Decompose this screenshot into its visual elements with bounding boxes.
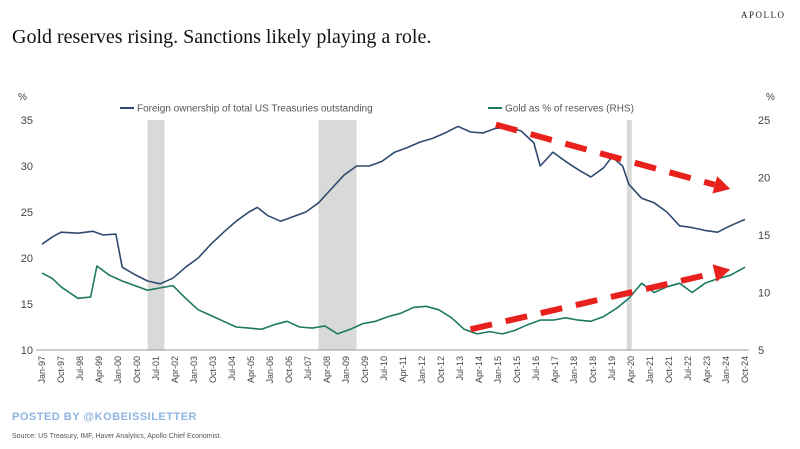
recession-band xyxy=(318,120,357,350)
x-tick-label: Jan-09 xyxy=(341,356,351,384)
x-tick-label: Oct-06 xyxy=(284,356,294,383)
x-tick-label: Oct-21 xyxy=(664,356,674,383)
x-tick-label: Jul-07 xyxy=(303,356,313,381)
x-tick-label: Oct-03 xyxy=(208,356,218,383)
brand-logo: APOLLO xyxy=(741,10,786,20)
y-right-tick-label: 15 xyxy=(758,230,770,242)
x-tick-label: Apr-08 xyxy=(322,356,332,383)
y-right-tick-label: 20 xyxy=(758,173,770,185)
x-tick-label: Jan-97 xyxy=(37,356,47,384)
x-tick-label: Apr-99 xyxy=(94,356,104,383)
y-left-tick-label: 25 xyxy=(21,207,33,219)
x-tick-label: Jul-98 xyxy=(75,356,85,381)
x-tick-label: Apr-05 xyxy=(246,356,256,383)
y-left-tick-label: 15 xyxy=(21,299,33,311)
recession-band xyxy=(147,120,165,350)
x-tick-label: Jul-16 xyxy=(531,356,541,381)
foreign-ownership-line xyxy=(41,125,746,285)
x-tick-label: Oct-15 xyxy=(512,356,522,383)
left-unit-label: % xyxy=(18,92,27,103)
source-note: Source: US Treasury, IMF, Haver Analytic… xyxy=(12,433,222,440)
rise-arrowhead xyxy=(712,264,731,282)
x-tick-label: Oct-24 xyxy=(740,356,750,383)
x-tick-label: Oct-09 xyxy=(360,356,370,383)
x-tick-label: Apr-14 xyxy=(474,356,484,383)
x-tick-label: Jan-12 xyxy=(417,356,427,384)
rise-arrow xyxy=(469,270,716,333)
y-left-tick-label: 35 xyxy=(21,115,33,127)
x-tick-label: Oct-00 xyxy=(132,356,142,383)
x-tick-label: Apr-11 xyxy=(398,356,408,382)
y-right-tick-label: 25 xyxy=(758,115,770,127)
x-tick-label: Jul-13 xyxy=(455,356,465,381)
decline-arrowhead xyxy=(712,176,731,194)
x-tick-label: Jul-19 xyxy=(607,356,617,381)
decline-arrow xyxy=(495,121,716,188)
x-tick-label: Jan-00 xyxy=(113,356,123,384)
x-tick-label: Oct-97 xyxy=(56,356,66,383)
chart-title: Gold reserves rising. Sanctions likely p… xyxy=(12,26,432,48)
x-tick-label: Apr-02 xyxy=(170,356,180,383)
x-tick-label: Oct-18 xyxy=(588,356,598,383)
y-right-tick-label: 5 xyxy=(758,345,764,357)
x-tick-label: Jan-18 xyxy=(569,356,579,384)
x-tick-label: Jan-06 xyxy=(265,356,275,384)
x-tick-label: Jul-10 xyxy=(379,356,389,381)
x-tick-label: Oct-12 xyxy=(436,356,446,383)
x-tick-label: Jul-01 xyxy=(151,356,161,381)
x-tick-label: Apr-17 xyxy=(550,356,560,383)
x-tick-label: Jul-04 xyxy=(227,356,237,381)
x-tick-label: Jan-15 xyxy=(493,356,503,384)
y-left-tick-label: 20 xyxy=(21,253,33,265)
legend-label: Gold as % of reserves (RHS) xyxy=(505,104,634,115)
x-tick-label: Jul-22 xyxy=(683,356,693,381)
right-unit-label: % xyxy=(766,92,775,103)
legend-label: Foreign ownership of total US Treasuries… xyxy=(137,104,373,115)
y-left-tick-label: 30 xyxy=(21,161,33,173)
x-tick-label: Apr-23 xyxy=(702,356,712,383)
x-tick-label: Jan-21 xyxy=(645,356,655,384)
x-tick-label: Jan-03 xyxy=(189,356,199,384)
y-left-tick-label: 10 xyxy=(21,345,33,357)
recession-band xyxy=(626,120,632,350)
gold-reserves-line xyxy=(41,265,746,335)
x-tick-label: Jan-24 xyxy=(721,356,731,384)
posted-by-watermark: POSTED BY @KOBEISSILETTER xyxy=(12,411,197,423)
y-right-tick-label: 10 xyxy=(758,288,770,300)
x-tick-label: Apr-20 xyxy=(626,356,636,383)
